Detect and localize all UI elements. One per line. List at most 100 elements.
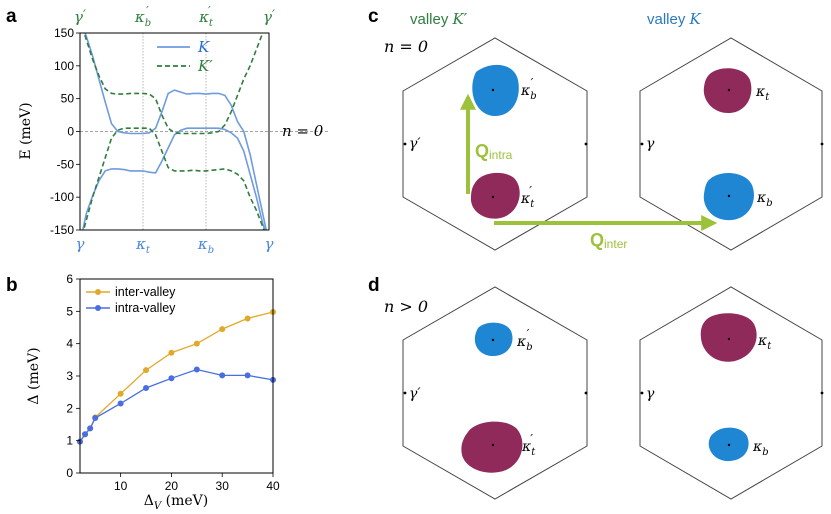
- b-ytick-label: 5: [66, 304, 73, 318]
- panel-label-d: d: [368, 275, 380, 296]
- d-left-top-pocket-label: κb′: [516, 327, 533, 353]
- a-legend: K K′: [157, 38, 213, 75]
- b-xtick-label: 30: [216, 479, 230, 493]
- a-ytick-label: 100: [54, 59, 74, 73]
- d-n-label: n > 0: [384, 297, 428, 316]
- b-ytick-label: 4: [66, 337, 73, 351]
- c-left-bottom-pocket-red: [470, 172, 520, 219]
- c-left-right-dot: [584, 142, 588, 146]
- a-band-K_lower: [81, 127, 266, 230]
- c-left-gamma-label: γ′: [409, 136, 421, 152]
- d-right-top-dot: [727, 337, 731, 341]
- a-top-tick-label: γ′: [263, 8, 275, 26]
- q-inter-label: Qinter: [590, 230, 627, 251]
- a-top-ticks: γ′ κb′ κt′ γ′: [74, 4, 275, 29]
- d-left-right-dot: [584, 391, 588, 395]
- panel-label-c: c: [368, 6, 379, 27]
- a-top-tick-label: κt′: [198, 4, 214, 29]
- b-point-1: [82, 431, 89, 438]
- c-right-bottom-dot: [727, 194, 731, 198]
- a-band-Kp_upper: [83, 33, 264, 135]
- c-n-label: n = 0: [384, 37, 428, 56]
- d-left-top-dot: [491, 338, 495, 342]
- a-legend-Kp-label: K′: [197, 57, 213, 75]
- b-point-0: [219, 326, 226, 333]
- a-top-tick-label: γ′: [74, 8, 86, 26]
- b-ytick-label: 2: [66, 401, 73, 415]
- fermi-pockets-n-gt-0: n > 0 γ′ γ κb′ κt′ κt κb: [384, 286, 824, 500]
- b-legend-inter-marker: [95, 289, 101, 295]
- b-point-1: [168, 375, 175, 382]
- b-point-0: [117, 390, 124, 397]
- a-bottom-tick-label: κt: [135, 235, 151, 256]
- b-point-1: [219, 372, 226, 379]
- b-xtick-label: 20: [165, 479, 179, 493]
- d-right-top-pocket-red: [700, 313, 757, 362]
- d-right-right-dot: [820, 391, 824, 395]
- b-x-ticks: 10 20 30 40: [114, 473, 280, 493]
- a-ytick-label: -100: [50, 190, 74, 204]
- band-structure-chart: -150 -100 -50 0 50 100 150 γ′ κb′ κt′ γ′ γ κt κb γ E…: [18, 4, 330, 256]
- a-y-ticks: -150 -100 -50 0 50 100 150: [50, 26, 80, 237]
- b-x-axis-label: ΔV (meV): [144, 493, 208, 512]
- a-curves: [81, 33, 268, 230]
- a-bottom-tick-label: γ: [76, 235, 85, 253]
- b-ytick-label: 6: [66, 272, 73, 286]
- b-series: [77, 308, 276, 445]
- a-ytick-label: 0: [67, 125, 74, 139]
- b-y-ticks: 0 1 2 3 4 5 6: [66, 272, 80, 480]
- b-point-1: [117, 400, 124, 407]
- fermi-pockets-n0: valley K′ valley K n = 0 Qintra Qinter γ…: [384, 10, 824, 251]
- c-left-gamma-dot: [403, 142, 407, 146]
- d-left-bottom-pocket-label: κt′: [521, 432, 536, 458]
- a-bottom-ticks: γ κt κb γ: [76, 235, 274, 256]
- c-left-top-dot: [491, 88, 495, 92]
- b-ytick-label: 1: [66, 434, 73, 448]
- panel-label-b: b: [6, 275, 18, 296]
- c-left-top-pocket-blue: [472, 64, 519, 117]
- a-band-Kp_lower: [82, 127, 265, 230]
- a-ytick-label: 50: [61, 92, 75, 106]
- b-ytick-label: 0: [66, 466, 73, 480]
- a-ytick-label: -50: [57, 157, 75, 171]
- a-bottom-tick-label: γ: [265, 235, 274, 253]
- c-right-top-pocket-red: [703, 68, 752, 114]
- b-y-axis-label: Δ (meV): [26, 347, 42, 404]
- d-right-top-pocket-label: κt: [757, 333, 772, 352]
- b-point-1: [143, 384, 150, 391]
- b-ytick-label: 3: [66, 369, 73, 383]
- b-legend-intra-marker: [95, 305, 101, 311]
- a-band-K_upper: [84, 33, 268, 230]
- d-right-hexagon: [639, 286, 823, 500]
- b-legend-intra-label: intra-valley: [115, 301, 176, 315]
- a-top-tick-label: κb′: [134, 4, 151, 29]
- d-right-bottom-pocket-label: κb: [752, 439, 769, 458]
- d-left-hexagon: [402, 286, 588, 500]
- gap-chart: 0 1 2 3 4 5 6 10 20 30 40 Δ (meV) ΔV (meV) inter-…: [26, 272, 280, 512]
- b-xtick-label: 10: [114, 479, 128, 493]
- d-left-gamma-dot: [403, 391, 407, 395]
- c-right-gamma-label: γ: [646, 136, 655, 152]
- b-point-1: [244, 372, 251, 379]
- c-right-top-dot: [727, 88, 731, 92]
- q-intra-label: Qintra: [475, 141, 513, 162]
- b-point-0: [168, 349, 175, 356]
- d-left-bottom-pocket-red: [461, 421, 523, 473]
- d-right-gamma-dot: [640, 391, 644, 395]
- c-valley-K-title: valley K: [647, 10, 702, 28]
- b-point-0: [143, 367, 150, 374]
- a-bottom-tick-label: κb: [197, 235, 214, 256]
- b-series-line-1: [79, 368, 274, 442]
- d-right-gamma-label: γ: [646, 386, 655, 402]
- c-right-right-dot: [820, 142, 824, 146]
- d-left-bottom-dot: [491, 443, 495, 447]
- c-left-hexagon: [402, 37, 588, 251]
- c-valley-Kp-title: valley K′: [410, 10, 468, 28]
- d-right-bottom-dot: [727, 443, 731, 447]
- c-right-gamma-dot: [640, 142, 644, 146]
- a-legend-K-label: K: [197, 38, 210, 56]
- c-right-bottom-pocket-label: κb: [756, 190, 773, 209]
- b-point-1: [87, 425, 94, 432]
- c-right-top-pocket-label: κt: [755, 84, 770, 103]
